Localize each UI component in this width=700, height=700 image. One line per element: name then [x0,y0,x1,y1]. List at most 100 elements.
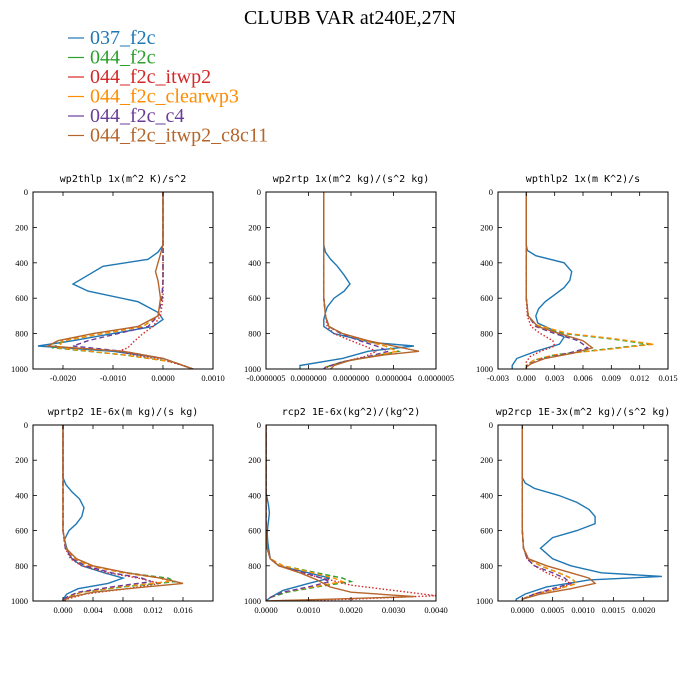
x-tick-label: 0.0020 [339,605,362,615]
x-tick-label: 0.0010 [571,605,594,615]
legend-label: 037_f2c [90,27,156,49]
y-tick-label: 200 [15,222,28,232]
panel-title: wp2rcp 1E-3x(m^2 kg)/(s^2 kg) [496,407,671,418]
panel-title: wprtp2 1E-6x(m kg)/(s kg) [48,407,199,418]
series-line [266,425,354,601]
x-tick-label: -0.0010 [100,373,126,383]
panel: wpthlp2 1x(m K^2)/s 0 200 400 600 800 1000-0.0… [476,174,678,383]
panel: wp2thlp 1x(m^2 K)/s^2 0 200 400 600 800 1000 -0… [11,174,225,383]
x-tick-label: 0.012 [143,605,162,615]
series-line [323,192,420,369]
x-tick-label: -0.0020 [50,373,76,383]
x-tick-label: 0.016 [173,605,192,615]
y-tick-label: 1000 [244,596,261,606]
x-tick-label: 0.0010 [297,605,320,615]
y-tick-label: 800 [15,561,28,571]
panel: rcp2 1E-6x(kg^2)/(kg^2) 0 200 400 600 800 1000… [244,407,448,615]
series-line [266,425,333,601]
y-tick-label: 0 [24,420,28,430]
y-tick-label: 600 [248,293,261,303]
x-tick-label: 0.0000 [151,373,174,383]
legend-label: 044_f2c [90,47,156,69]
series-line [521,425,597,601]
y-tick-label: 1000 [11,596,28,606]
x-tick-label: 0.0005 [541,605,564,615]
legend-label: 044_f2c_clearwp3 [90,86,239,108]
y-tick-label: 400 [480,490,493,500]
y-tick-label: 0 [489,420,493,430]
x-tick-label: 0.000 [53,605,72,615]
y-tick-label: 800 [248,561,261,571]
x-tick-label: 0.0000 [254,605,277,615]
x-tick-label: 0.0000 [511,605,534,615]
y-tick-label: 800 [480,329,493,339]
legend-item: 044_f2c [68,47,156,69]
legend-item: 037_f2c [68,27,156,49]
legend-item: 044_f2c_c4 [68,105,184,127]
x-tick-label: 0.003 [545,373,564,383]
x-tick-label: 0.0000000 [333,373,369,383]
y-tick-label: 600 [480,293,493,303]
x-tick-label: 0.0000005 [418,373,454,383]
x-tick-label: -0.003 [487,373,509,383]
y-tick-label: 0 [489,187,493,197]
series-line [266,425,330,601]
y-tick-label: 0 [257,187,261,197]
y-tick-label: 400 [248,490,261,500]
y-tick-label: 800 [248,329,261,339]
x-tick-label: 0.0010 [201,373,224,383]
x-tick-label: 0.006 [573,373,592,383]
series-line [62,425,184,601]
y-tick-label: 0 [257,420,261,430]
y-tick-label: 600 [248,526,261,536]
y-tick-label: 400 [480,258,493,268]
y-tick-label: 400 [15,490,28,500]
panel: wp2rtp 1x(m^2 kg)/(s^2 kg) 0 200 400 600 800 1… [244,174,454,383]
legend-label: 044_f2c_itwp2 [90,66,211,88]
y-tick-label: 600 [15,526,28,536]
legend-item: 044_f2c_clearwp3 [68,86,239,108]
x-tick-label: 0.009 [602,373,621,383]
y-tick-label: 1000 [11,364,28,374]
y-tick-label: 1000 [476,596,493,606]
x-tick-label: 0.0030 [382,605,405,615]
legend-item: 044_f2c_itwp2_c8c11 [68,125,268,147]
panels: wp2thlp 1x(m^2 K)/s^202004006008001000-0… [11,174,678,615]
y-tick-label: 200 [248,222,261,232]
y-tick-label: 200 [15,455,28,465]
x-tick-label: -0.0000005 [247,373,286,383]
x-tick-label: 0.0040 [424,605,447,615]
x-tick-label: 0.0015 [602,605,625,615]
panel: wprtp2 1E-6x(m kg)/(s kg) 0 200 400 600 800 10… [11,407,214,615]
x-tick-label: 0.000 [517,373,536,383]
x-tick-label: 0.0020 [632,605,655,615]
y-tick-label: 800 [480,561,493,571]
y-tick-label: 200 [480,455,493,465]
x-tick-label: 0.004 [83,605,103,615]
series-line [62,425,161,601]
chart-title: CLUBB VAR at240E,27N [244,7,456,29]
series-line [515,425,662,601]
y-tick-label: 600 [15,293,28,303]
legend-item: 044_f2c_itwp2 [68,66,211,88]
panel-frame [32,191,214,370]
y-tick-label: 600 [480,526,493,536]
x-tick-label: 0.008 [113,605,132,615]
x-tick-label: 0.0000000 [290,373,326,383]
panel: wp2rcp 1E-3x(m^2 kg)/(s^2 kg)0 200 400 600 8… [476,407,670,615]
legend-label: 044_f2c_itwp2_c8c11 [90,125,268,147]
y-tick-label: 1000 [476,364,493,374]
panel-title: rcp2 1E-6x(kg^2)/(kg^2) [282,407,420,418]
series-line [266,425,345,601]
y-tick-label: 200 [480,222,493,232]
series-line [521,425,573,601]
series-line [45,192,194,369]
panel-title: wp2rtp 1x(m^2 kg)/(s^2 kg) [273,174,430,185]
y-tick-label: 1000 [244,364,261,374]
series-line [525,192,594,369]
y-tick-label: 0 [24,187,28,197]
series-line [266,425,415,601]
series-line [511,192,573,369]
y-tick-label: 400 [15,258,28,268]
